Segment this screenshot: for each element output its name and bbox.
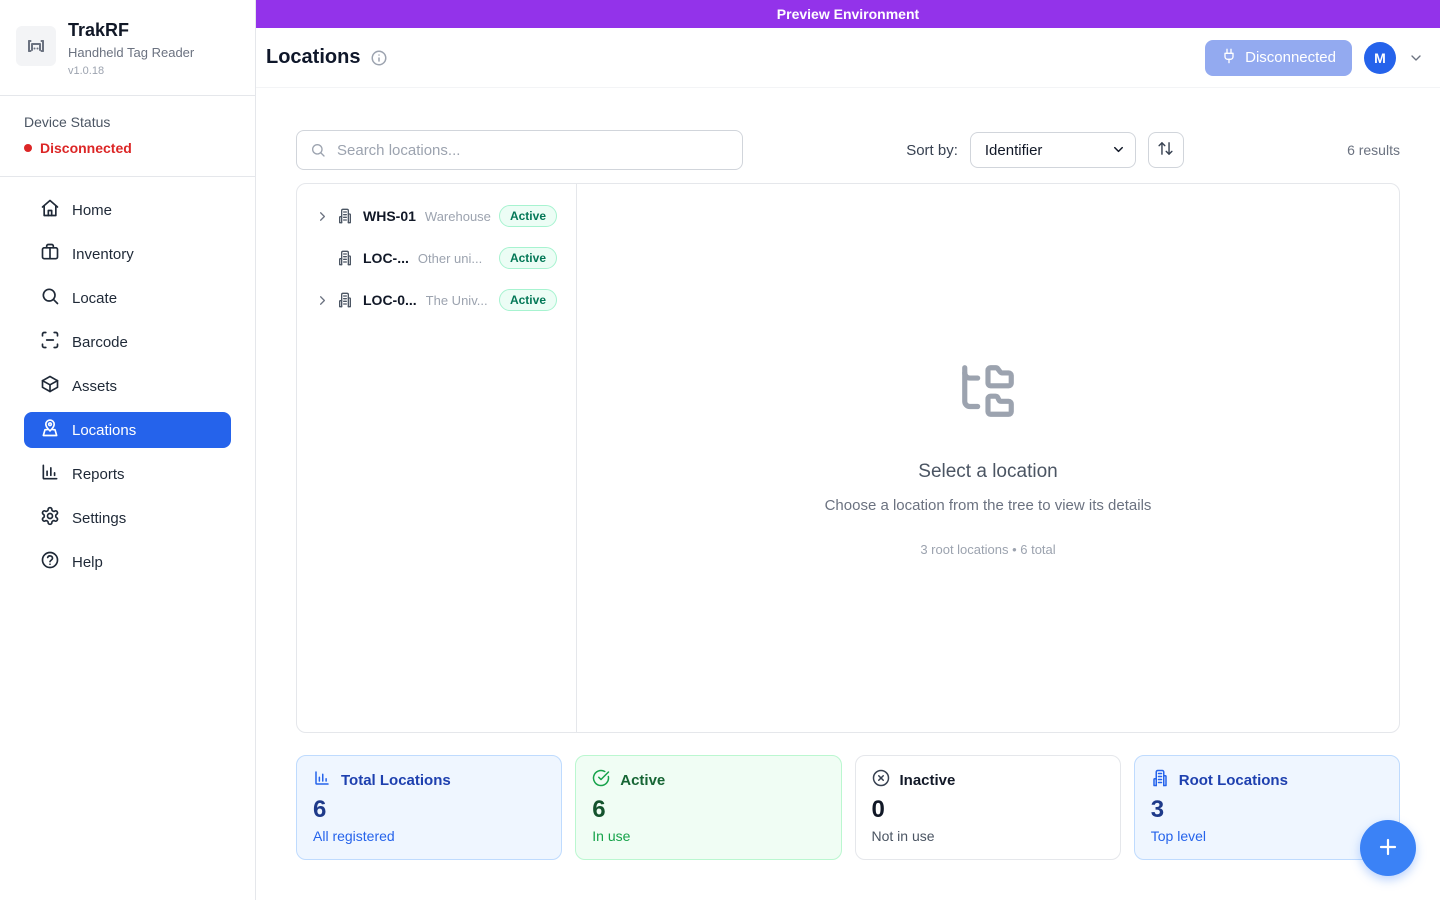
sidebar-item-locations[interactable]: Locations [24, 412, 231, 448]
stat-sub: In use [592, 828, 631, 844]
status-dot-icon [24, 144, 32, 152]
location-name: Other uni... [417, 250, 483, 266]
tree-row-loc-0[interactable]: LOC-0... The Univ... Active [308, 282, 565, 318]
location-id: WHS-01 [363, 208, 416, 224]
stat-sub: Top level [1150, 828, 1207, 844]
sort-by-label: Sort by: [906, 141, 958, 159]
avatar[interactable]: M [1364, 41, 1396, 74]
stat-value: 6 [313, 796, 327, 823]
empty-state-title: Select a location [918, 460, 1058, 482]
stat-card-root-locations: Root Locations 3 Top level [1133, 755, 1400, 860]
location-name: Warehouse [424, 208, 491, 224]
bar-chart-icon [40, 462, 60, 486]
results-count: 6 results [1347, 142, 1400, 158]
chevron-right-icon[interactable] [314, 292, 330, 308]
page-header: Locations Disconnected M [256, 28, 1440, 88]
sidebar: TrakRF Handheld Tag Reader v1.0.18 Devic… [0, 0, 256, 900]
empty-state-footnote: 3 root locations • 6 total [920, 541, 1056, 557]
app-version: v1.0.18 [68, 65, 105, 77]
app-name: TrakRF [68, 20, 130, 40]
location-id: LOC-0... [363, 292, 417, 308]
device-status-section: Device Status Disconnected [0, 96, 255, 177]
content-area: Sort by: Identifier 6 results [256, 88, 1440, 900]
sort-select-wrap: Identifier [969, 132, 1136, 168]
building-icon [1151, 769, 1169, 791]
chevron-right-icon[interactable] [314, 208, 330, 224]
sidebar-item-reports[interactable]: Reports [24, 456, 231, 492]
stat-value: 0 [871, 796, 885, 823]
tree-row-loc[interactable]: LOC-... Other uni... Active [308, 240, 565, 276]
location-tree: WHS-01 Warehouse Active LOC-... Other un… [297, 184, 577, 732]
locations-panel: WHS-01 Warehouse Active LOC-... Other un… [296, 183, 1400, 733]
sidebar-item-barcode[interactable]: Barcode [24, 324, 231, 360]
plus-icon [1376, 835, 1400, 862]
app-logo-block: TrakRF Handheld Tag Reader v1.0.18 [0, 0, 255, 96]
sidebar-item-locate[interactable]: Locate [24, 280, 231, 316]
building-icon [337, 250, 353, 266]
stat-value: 6 [592, 796, 606, 823]
bar-chart-icon [313, 769, 331, 791]
arrow-up-down-icon [1157, 140, 1174, 160]
stat-card-active: Active 6 In use [575, 755, 842, 860]
stat-card-total-locations: Total Locations 6 All registered [296, 755, 563, 860]
status-badge: Active [498, 205, 557, 227]
map-pin-icon [40, 418, 60, 442]
stat-sub: All registered [313, 828, 395, 844]
stat-sub: Not in use [871, 828, 935, 844]
search-input[interactable] [296, 130, 743, 170]
sort-direction-button[interactable] [1147, 132, 1184, 168]
stat-label: Total Locations [341, 771, 451, 789]
inventory-box-icon [40, 242, 60, 266]
add-location-button[interactable] [1360, 820, 1416, 876]
gear-icon [40, 506, 60, 530]
location-name: The Univ... [425, 292, 488, 308]
sidebar-nav: Home Inventory Locate Barcode Assets Loc… [0, 177, 255, 595]
sidebar-item-inventory[interactable]: Inventory [24, 236, 231, 272]
sidebar-item-home[interactable]: Home [24, 192, 231, 228]
sidebar-item-help[interactable]: Help [24, 544, 231, 580]
stat-label: Active [620, 771, 666, 789]
main-area: Preview Environment Locations Disconnect… [256, 0, 1440, 900]
app-subtitle: Handheld Tag Reader [68, 45, 195, 60]
device-status-label: Device Status [24, 114, 111, 130]
empty-state-subtitle: Choose a location from the tree to view … [824, 496, 1152, 514]
location-detail-empty-state: Select a location Choose a location from… [577, 184, 1399, 732]
stat-label: Root Locations [1178, 771, 1288, 789]
status-badge: Active [498, 247, 557, 269]
connection-status-button[interactable]: Disconnected [1205, 39, 1352, 76]
folder-tree-icon [957, 360, 1019, 427]
device-status-value: Disconnected [24, 140, 231, 156]
search-box [296, 130, 743, 170]
sort-controls: Sort by: Identifier [906, 132, 1184, 168]
x-circle-icon [872, 769, 890, 791]
barcode-scan-icon [40, 330, 60, 354]
sidebar-item-settings[interactable]: Settings [24, 500, 231, 536]
building-icon [337, 208, 353, 224]
info-icon[interactable] [370, 49, 388, 67]
rfid-logo-icon [16, 26, 56, 66]
stat-label: Inactive [899, 771, 956, 789]
chevron-down-icon[interactable] [1408, 50, 1424, 66]
page-title: Locations [266, 46, 361, 68]
search-icon [40, 286, 60, 310]
stats-row: Total Locations 6 All registered Active … [296, 755, 1400, 860]
locations-toolbar: Sort by: Identifier 6 results [296, 130, 1400, 170]
package-icon [40, 374, 60, 398]
stat-value: 3 [1150, 796, 1165, 823]
tree-row-whs-01[interactable]: WHS-01 Warehouse Active [308, 198, 565, 234]
header-actions: Disconnected M [1205, 39, 1424, 76]
preview-environment-banner: Preview Environment [256, 0, 1440, 28]
home-icon [40, 198, 60, 222]
building-icon [337, 292, 353, 308]
plug-icon [1221, 48, 1237, 68]
sidebar-item-assets[interactable]: Assets [24, 368, 231, 404]
help-circle-icon [40, 550, 60, 574]
stat-card-inactive: Inactive 0 Not in use [854, 755, 1121, 860]
sort-select[interactable]: Identifier [969, 132, 1136, 168]
check-circle-icon [592, 769, 610, 791]
location-id: LOC-... [363, 250, 409, 266]
status-badge: Active [498, 289, 557, 311]
